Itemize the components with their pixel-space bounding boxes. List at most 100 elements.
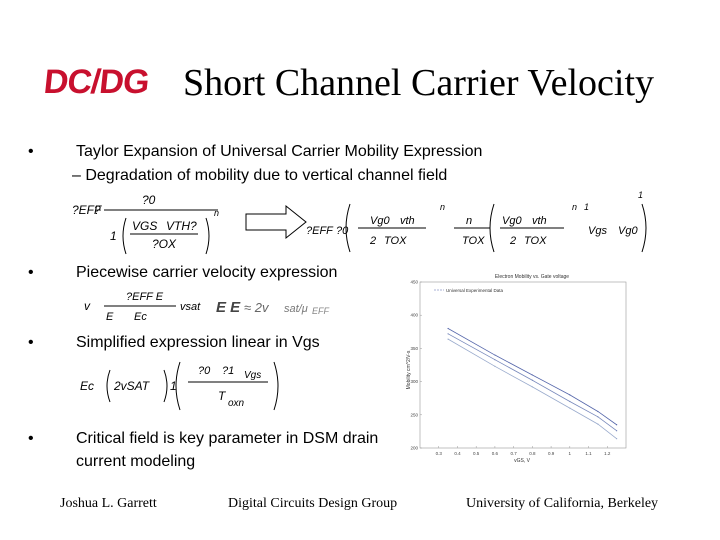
eq1r-t14: 1 [584, 202, 589, 212]
eq2-d: Ec [134, 311, 147, 323]
chart-point-3 [616, 438, 618, 440]
sub-bullet: – Degradation of mobility due to vertica… [72, 167, 448, 184]
eq1r-t17: 1 [638, 190, 643, 200]
eq1-den-d: ? [190, 219, 197, 233]
slide-title: Short Channel Carrier Velocity [183, 62, 655, 104]
eq3-h: 1 [170, 379, 177, 393]
chart-y-tick-label: 400 [410, 313, 418, 318]
chart-point-2 [494, 359, 496, 361]
equation-critical-field: Ec 2vSAT 1 ?0 ?1 Vgs T oxn [80, 358, 290, 416]
chart-plot-frame [419, 281, 627, 449]
chart-series-line-1 [447, 328, 617, 426]
logo: DC/DG [42, 63, 151, 101]
bullet-3-text: Simplified expression linear in Vgs [76, 334, 320, 351]
eq3-b: 2vSAT [113, 379, 151, 393]
chart-x-tick-label: 0.7 [511, 451, 518, 456]
eq1r-t4: 2 [369, 235, 376, 247]
eq1r-t9: Vg0 [502, 215, 522, 227]
chart-point-1 [597, 410, 599, 413]
chart-point-2 [531, 379, 533, 381]
chart-x-tick-label: 0.6 [492, 451, 499, 456]
eq1r-t10: vth [532, 215, 547, 227]
bullet-4-text: Critical field is key parameter in DSM d… [76, 430, 379, 470]
chart-y-tick-label: 200 [410, 446, 418, 451]
eq1r-t16: Vg0 [618, 225, 638, 237]
bullet-1-text: Taylor Expansion of Universal Carrier Mo… [76, 143, 483, 160]
eq3-d: ?1 [222, 365, 234, 377]
chart-point-3 [447, 338, 449, 340]
chart-x-tick-label: 0.3 [436, 451, 443, 456]
svg-text:≈ 2v: ≈ 2v [244, 300, 270, 315]
chart-point-2 [597, 416, 599, 418]
chart-point-3 [569, 407, 571, 409]
chart-x-tick-label: 0.4 [454, 451, 461, 456]
chart-legend: Universal Experimental Data [446, 288, 504, 293]
chart-title: Electron Mobility vs. Gate voltage [495, 274, 569, 280]
eq3-c: ?0 [198, 365, 211, 377]
bullet-symbol: • [28, 143, 34, 160]
eq1-exp: n [214, 208, 219, 218]
equation-mobility-expansion: ?EFF ? ?0 1 VGS VTH ?OX ? n ?EFF ?0 Vg0 … [70, 188, 650, 260]
chart-y-tick-label: 250 [410, 412, 418, 417]
eq3-g: oxn [228, 398, 245, 409]
chart-series-line-3 [447, 338, 617, 440]
chart-point-2 [616, 430, 618, 432]
chart-y-tick-label: 350 [410, 346, 418, 351]
eq1r-t11: 2 [509, 235, 516, 247]
eq1r-t7: n [466, 215, 472, 227]
eq1-den-a: 1 [110, 229, 117, 243]
eq1r-t13: n [572, 202, 577, 212]
eq1-num: ?0 [142, 193, 156, 207]
eq1-lhs: ?EFF [72, 203, 102, 217]
chart-point-2 [447, 333, 449, 335]
eq2-a: v [84, 299, 91, 313]
chart-point-2 [569, 400, 571, 403]
eq1-eq: ? [94, 203, 101, 217]
chart-point-3 [531, 386, 533, 388]
footer-group: Digital Circuits Design Group [228, 496, 398, 511]
eq1r-t12: TOX [524, 235, 547, 247]
eq1r-t6: n [440, 202, 445, 212]
eq1-den-b: VGS [132, 219, 157, 233]
mobility-chart: Electron Mobility vs. Gate voltage vGS, … [402, 270, 632, 465]
eq3-a: Ec [80, 379, 94, 393]
eq3-f: T [218, 389, 227, 403]
implies-arrow [245, 204, 307, 240]
equation-velocity-piecewise: v ?EFF E E Ec vsat E E ≈ 2v sat/μ EFF [84, 286, 354, 326]
svg-text:EFF: EFF [312, 306, 330, 316]
footer-university: University of California, Berkeley [466, 496, 659, 511]
eq1r-t15: Vgs [588, 225, 607, 237]
eq1-den-e: ?OX [152, 237, 177, 251]
eq2-e: vsat [180, 301, 201, 313]
chart-point-3 [494, 365, 496, 367]
eq1r-t2: Vg0 [370, 215, 390, 227]
chart-point-1 [494, 354, 496, 356]
bullet-2-text: Piecewise carrier velocity expression [76, 264, 338, 281]
chart-y-tick-label: 450 [410, 280, 418, 285]
chart-series-line-2 [447, 333, 617, 432]
chart-x-tick-label: 0.8 [529, 451, 536, 456]
chart-point-1 [569, 394, 571, 396]
chart-y-label: Mobility cm^2/V-s [406, 350, 412, 389]
eq2-c: E [106, 311, 114, 323]
chart-point-1 [616, 424, 618, 426]
svg-text:E E: E E [216, 299, 241, 316]
eq1r-t1: ?0 [336, 225, 349, 237]
chart-point-1 [531, 374, 533, 376]
eq1r-t8: TOX [462, 235, 485, 247]
eq3-e: Vgs [244, 370, 261, 381]
chart-x-tick-label: 1.1 [585, 451, 592, 456]
chart-x-tick-label: 0.9 [548, 451, 555, 456]
chart-x-tick-label: 0.5 [473, 451, 480, 456]
svg-text:sat/μ: sat/μ [284, 303, 308, 315]
footer-author: Joshua L. Garrett [60, 496, 157, 511]
eq1r-lhs: ?EFF [306, 225, 334, 237]
eq2-b: ?EFF E [126, 291, 164, 303]
chart-x-tick-label: 1.2 [604, 451, 611, 456]
bullet-symbol: • [28, 334, 34, 351]
chart-point-3 [597, 423, 599, 425]
chart-point-1 [447, 327, 449, 330]
eq1-den-c: VTH [166, 219, 190, 233]
chart-y-tick-label: 300 [410, 379, 418, 384]
